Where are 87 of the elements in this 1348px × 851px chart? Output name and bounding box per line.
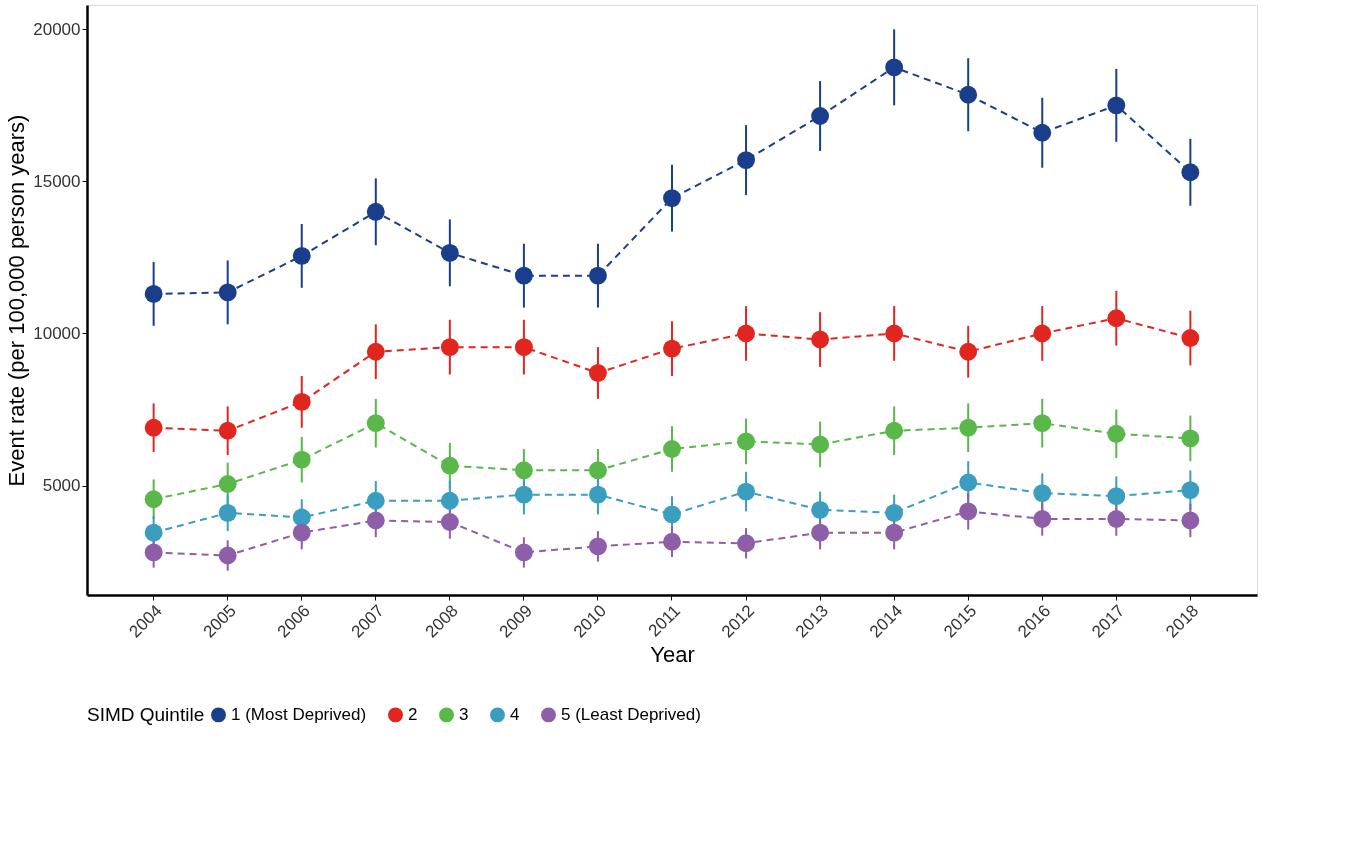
point [292, 523, 311, 542]
point [366, 414, 385, 433]
point [218, 421, 237, 440]
point [440, 513, 459, 531]
point [366, 342, 385, 361]
point [885, 421, 904, 440]
point [366, 202, 385, 221]
legend-label: 2 [408, 704, 418, 724]
point [292, 392, 311, 411]
point [514, 485, 533, 504]
point [1107, 309, 1126, 328]
legend-label: 3 [459, 704, 469, 724]
point [959, 418, 978, 437]
point [737, 432, 755, 451]
y-tick-label: 10000 [33, 323, 81, 343]
y-axis-title: Event rate (per 100,000 person years) [4, 114, 30, 487]
point [663, 189, 681, 208]
point [737, 151, 755, 170]
point [1033, 484, 1052, 503]
point [1033, 414, 1052, 433]
point [292, 508, 311, 527]
point [589, 266, 607, 285]
point [1107, 424, 1126, 443]
point [440, 243, 459, 262]
point [292, 450, 311, 469]
point [959, 502, 978, 521]
point [1033, 510, 1052, 528]
point [811, 107, 830, 125]
point [663, 339, 681, 358]
point [366, 491, 385, 510]
point [1107, 510, 1126, 528]
point [663, 505, 681, 524]
point [737, 482, 755, 501]
point [440, 491, 459, 510]
point [292, 246, 311, 265]
point [811, 330, 830, 349]
point [514, 461, 533, 480]
point [218, 546, 237, 565]
point [811, 435, 830, 454]
point [737, 324, 755, 343]
point [589, 461, 607, 480]
point [589, 364, 607, 382]
legend-title: SIMD Quintile [87, 704, 205, 725]
point [959, 85, 978, 104]
point [811, 500, 830, 519]
point [1107, 487, 1126, 506]
point [663, 532, 681, 551]
point [1181, 481, 1200, 499]
legend-label: 4 [510, 704, 520, 724]
legend-label: 1 (Most Deprived) [231, 704, 367, 724]
point [885, 523, 904, 542]
point [218, 475, 237, 493]
point [144, 418, 163, 437]
point [589, 485, 607, 504]
point [959, 342, 978, 361]
point [1033, 324, 1052, 343]
y-tick-label: 5000 [42, 476, 81, 496]
point [1181, 163, 1200, 182]
point [811, 523, 830, 542]
x-axis-title: Year [650, 641, 695, 667]
point [218, 283, 237, 302]
legend-label: 5 (Least Deprived) [561, 704, 701, 724]
point [1107, 96, 1126, 115]
point [885, 503, 904, 522]
point [663, 440, 681, 458]
point [514, 543, 533, 562]
point [440, 456, 459, 475]
point [144, 284, 163, 303]
point [1181, 329, 1200, 347]
point [737, 534, 755, 553]
point [885, 324, 904, 343]
point [366, 511, 385, 530]
point [144, 543, 163, 562]
point [514, 266, 533, 285]
point [144, 490, 163, 509]
point [218, 503, 237, 522]
point [885, 58, 904, 77]
point [1033, 123, 1052, 142]
point [1181, 511, 1200, 530]
y-tick-label: 20000 [33, 19, 81, 39]
point [589, 537, 607, 556]
y-tick-label: 15000 [33, 171, 81, 191]
point [514, 338, 533, 357]
point [440, 338, 459, 357]
point [144, 523, 163, 542]
point [1181, 429, 1200, 448]
point [959, 473, 978, 492]
